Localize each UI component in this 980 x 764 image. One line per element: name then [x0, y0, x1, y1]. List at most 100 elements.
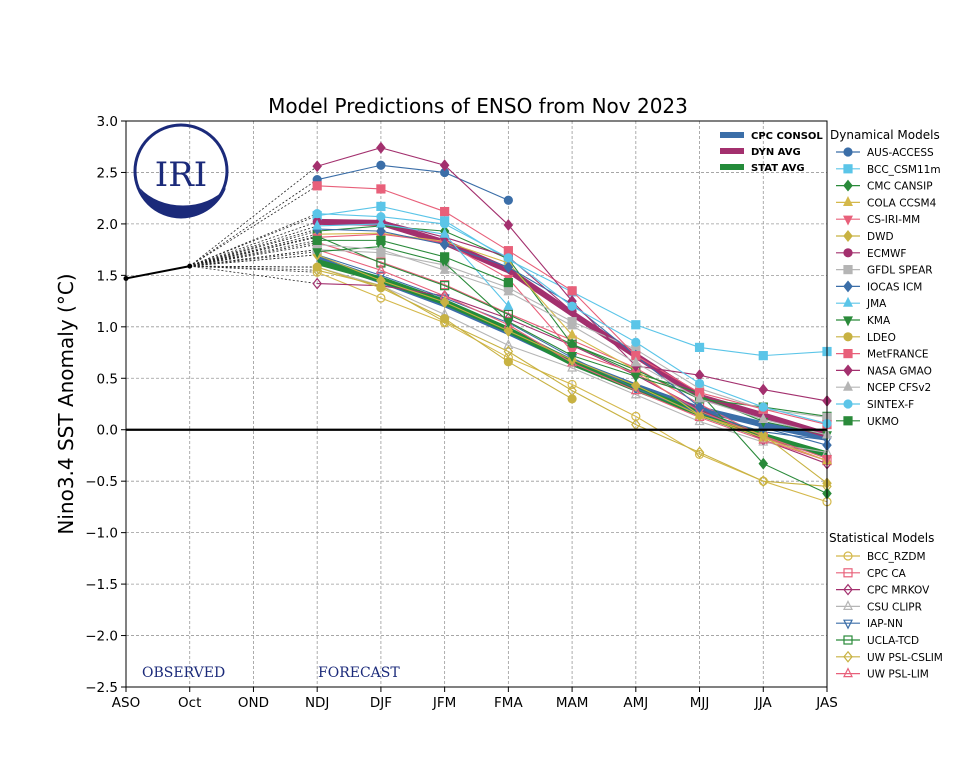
dyn-legend-label: NASA GMAO [867, 365, 932, 377]
stat-legend-label: CSU CLIPR [867, 601, 922, 613]
x-tick-label: MJJ [690, 695, 710, 711]
dyn-legend-marker [843, 399, 853, 409]
iri-logo-swoosh [140, 188, 226, 218]
ukmo-point [376, 235, 386, 245]
y-tick-label: 2.0 [97, 217, 118, 233]
metfrance-point [312, 181, 322, 191]
jma-point [312, 219, 323, 230]
dyn-legend-label: GFDL SPEAR [867, 265, 933, 277]
stat-legend-marker [843, 650, 853, 663]
ldeo-point [440, 313, 450, 324]
averages-legend: CPC CONSOL DYN AVG STAT AVG [720, 131, 823, 174]
observed-line [123, 263, 193, 281]
sintex-f-point [758, 402, 768, 412]
ldeo-series [312, 262, 577, 404]
forecast-fan-line [189, 221, 318, 267]
ncep-cfsv2-point [375, 243, 386, 254]
dyn-legend-label: UKMO [867, 416, 899, 428]
forecast-fan-line [189, 185, 318, 267]
bcc-csm11m-point [694, 342, 705, 352]
dyn-legend-label: COLA CCSM4 [867, 197, 937, 209]
iri-logo-text: IRI [155, 155, 207, 195]
observed-series-line [125, 265, 190, 280]
ldeo-point [312, 262, 322, 272]
csu-clipr-point [503, 339, 514, 349]
bcc-rzdm-point [376, 293, 386, 303]
y-tick-label: −0.5 [85, 474, 118, 490]
stat-legend-label: BCC_RZDM [867, 551, 926, 563]
jma-point [439, 227, 450, 238]
iocas-icm-point [503, 261, 514, 274]
cmc-cansip-point [758, 457, 769, 470]
dyn-legend-label: IOCAS ICM [867, 281, 922, 293]
sintex-f-point [631, 337, 641, 347]
dyn-legend-marker [843, 349, 853, 359]
y-tick-label: 3.0 [97, 114, 118, 130]
y-tick-label: −1.0 [85, 526, 118, 542]
dwd-point [503, 324, 514, 337]
sintex-f-point [694, 378, 705, 389]
y-tick-label: 1.0 [97, 320, 118, 336]
forecast-fan-line [189, 265, 318, 284]
metfrance-point [567, 286, 577, 296]
kma-point [567, 352, 578, 362]
aus-access-point [376, 160, 386, 170]
dyn-legend-label: KMA [867, 315, 891, 327]
cpc-mrkov-point [312, 277, 322, 290]
iocas-icm-point [439, 238, 450, 251]
nasa-gmao-point [376, 141, 386, 154]
ldeo-point [503, 357, 513, 367]
aus-access-point [503, 195, 513, 205]
observed-label: OBSERVED [142, 665, 225, 681]
stat-legend-marker [843, 583, 853, 596]
sintex-f-point [567, 301, 577, 311]
dyn-legend-label: AUS-ACCESS [867, 147, 934, 159]
x-axis: ASO Oct OND NDJ DJF JFM FMA MAM AMJ MJJ JJA JAS [112, 687, 838, 711]
x-tick-label: FMA [494, 695, 523, 711]
x-tick-label: NDJ [305, 695, 329, 711]
dwd-point [694, 409, 705, 422]
dyn-legend-marker [843, 179, 853, 192]
bcc-csm11m-point [376, 201, 386, 212]
model-lines [312, 141, 832, 507]
y-tick-label: 2.5 [97, 165, 118, 181]
y-axis: 3.0 2.5 2.0 1.5 1.0 0.5 0.0 −0.5 −1.0 −1.5 −2.0 −2.… [85, 114, 126, 696]
dyn-legend-marker [843, 147, 853, 157]
uw-psl-cslim-point [503, 345, 514, 358]
dyn-legend-label: NCEP CFSv2 [867, 382, 931, 394]
aus-access-line [317, 164, 509, 201]
nasa-gmao-point [503, 218, 514, 231]
x-tick-label: DJF [370, 695, 392, 711]
ncep-cfsv2-point [630, 356, 641, 367]
bcc-rzdm-line [316, 271, 828, 503]
forecast-fan-line [189, 215, 318, 267]
ncep-cfsv2-point [439, 263, 450, 274]
nasa-gmao-point [439, 159, 450, 172]
csu-clipr-line [317, 266, 828, 453]
iri-logo: IRI [133, 123, 229, 219]
dyn-legend-label: MetFRANCE [867, 349, 929, 361]
dyn-legend-marker [843, 248, 853, 258]
forecast-fan-line [189, 213, 318, 267]
ukmo-point [503, 277, 513, 288]
forecast-fan-line [189, 249, 318, 267]
sintex-f-point [376, 212, 386, 222]
nasa-gmao-point [312, 160, 322, 173]
forecast-fan-line [189, 254, 318, 267]
y-tick-label: −1.5 [85, 577, 118, 593]
ukmo-point [440, 252, 450, 262]
x-tick-label: AMJ [623, 695, 648, 711]
dwd-point [631, 379, 641, 392]
ukmo-point [312, 235, 322, 245]
x-tick-label: JFM [432, 695, 456, 711]
stat-legend-marker [843, 619, 853, 630]
dyn-legend-label: ECMWF [867, 248, 906, 260]
kma-point [312, 248, 323, 259]
x-tick-label: ASO [112, 695, 140, 711]
stat-legend-label: CPC CA [867, 568, 907, 580]
nasa-gmao-point [758, 383, 769, 396]
observed-point [187, 263, 193, 269]
stat-legend-marker [843, 600, 853, 611]
dyn-legend-marker [843, 230, 853, 242]
